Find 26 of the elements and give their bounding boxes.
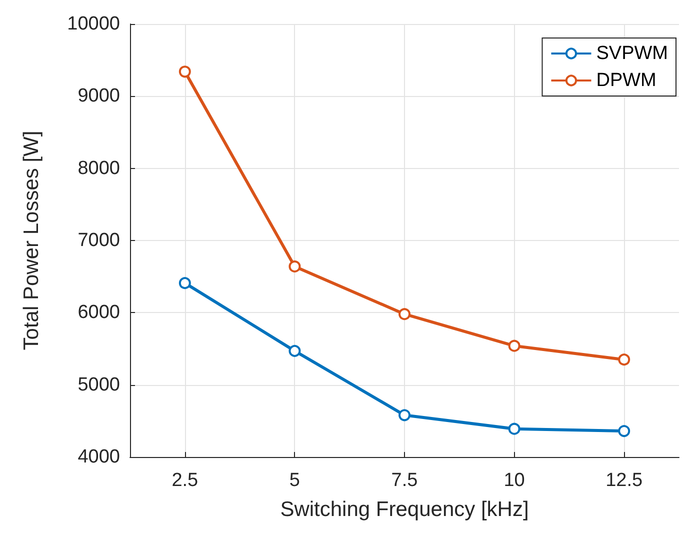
point bbox=[398, 409, 410, 422]
y-tick-label: 5000 bbox=[78, 374, 120, 396]
y-tick-label: 8000 bbox=[78, 158, 120, 179]
y-tick-label: 9000 bbox=[78, 86, 120, 107]
point bbox=[508, 340, 520, 352]
point bbox=[178, 66, 191, 78]
legend-label: SVPWM bbox=[596, 43, 668, 64]
x-tick-label: 7.5 bbox=[391, 470, 418, 491]
point bbox=[508, 422, 520, 435]
point bbox=[618, 425, 630, 438]
y-tick-label: 4000 bbox=[78, 446, 120, 468]
y-tick-label: 7000 bbox=[78, 230, 120, 251]
y-axis-title: Total Power Losses [W] bbox=[20, 130, 43, 350]
point bbox=[178, 277, 191, 290]
x-tick-label: 12.5 bbox=[606, 470, 643, 491]
x-axis-title: Switching Frequency [kHz] bbox=[280, 498, 529, 521]
y-tick-label: 6000 bbox=[78, 302, 120, 324]
x-tick-label: 10 bbox=[504, 470, 525, 491]
x-tick-label: 5 bbox=[289, 470, 300, 491]
point bbox=[288, 260, 301, 272]
point bbox=[288, 344, 301, 357]
point bbox=[618, 354, 630, 366]
legend-label: DPWM bbox=[596, 70, 656, 91]
y-tick-label: 10000 bbox=[67, 14, 120, 34]
point bbox=[398, 308, 410, 320]
x-tick-label: 2.5 bbox=[172, 470, 198, 491]
